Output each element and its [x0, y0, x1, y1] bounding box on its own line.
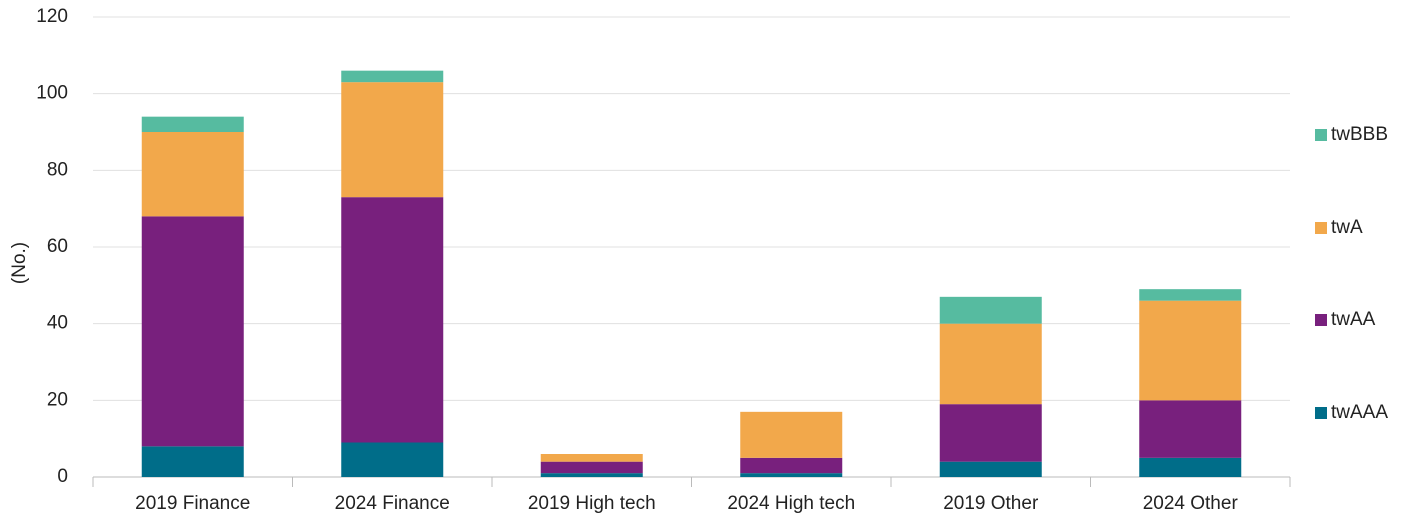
bar-segment [939, 404, 1042, 462]
bar-segment [341, 197, 444, 443]
y-tick-label: 120 [36, 6, 68, 27]
bar-segment [1139, 457, 1242, 477]
legend-swatch [1315, 407, 1327, 419]
bar-segment [141, 116, 244, 132]
legend-label: twAA [1331, 309, 1376, 330]
bar-segment [939, 461, 1042, 477]
y-tick-label: 80 [47, 159, 68, 180]
x-tick-label: 2024 Other [1143, 493, 1239, 514]
bar-segment [740, 473, 843, 477]
y-axis-label: (No.) [9, 242, 30, 284]
bar-segment [341, 442, 444, 477]
y-tick-label: 60 [47, 236, 68, 257]
legend-label: twAAA [1331, 402, 1388, 423]
legend-swatch [1315, 314, 1327, 326]
bar-segment [740, 457, 843, 474]
legend-swatch [1315, 129, 1327, 141]
x-tick-label: 2024 Finance [335, 493, 450, 514]
y-tick-label: 40 [47, 313, 68, 334]
bar-segment [141, 446, 244, 477]
legend-label: twBBB [1331, 124, 1388, 145]
bar-segment [341, 82, 444, 198]
bar-segment [141, 216, 244, 447]
y-tick-label: 100 [36, 83, 68, 104]
bar-segment [1139, 400, 1242, 458]
x-tick-label: 2024 High tech [727, 493, 855, 514]
bar-segment [341, 70, 444, 83]
bar-segment [740, 411, 843, 458]
x-tick-label: 2019 High tech [528, 493, 656, 514]
y-tick-label: 0 [57, 466, 68, 487]
x-tick-label: 2019 Other [943, 493, 1039, 514]
bar-segment [540, 461, 643, 474]
bar-segment [1139, 300, 1242, 401]
bar-segment [939, 296, 1042, 324]
legend-swatch [1315, 222, 1327, 234]
legend-label: twA [1331, 217, 1363, 238]
bar-segment [1139, 289, 1242, 301]
y-tick-label: 20 [47, 389, 68, 410]
bar-segment [540, 473, 643, 477]
bar-segment [141, 132, 244, 217]
bar-segment [540, 454, 643, 462]
x-tick-label: 2019 Finance [135, 493, 250, 514]
bar-segment [939, 323, 1042, 405]
